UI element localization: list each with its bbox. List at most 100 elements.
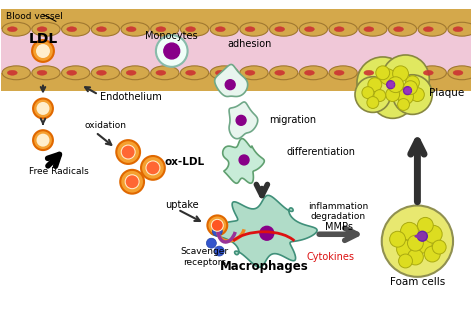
Ellipse shape — [359, 22, 387, 36]
Text: differentiation: differentiation — [287, 147, 356, 157]
Ellipse shape — [121, 66, 149, 80]
Text: Blood vessel: Blood vessel — [6, 12, 63, 21]
Circle shape — [32, 40, 54, 62]
Circle shape — [141, 156, 165, 180]
Circle shape — [33, 99, 53, 118]
Ellipse shape — [388, 22, 417, 36]
Circle shape — [401, 222, 419, 240]
Circle shape — [376, 66, 390, 80]
Text: migration: migration — [269, 115, 316, 125]
Text: Foam cells: Foam cells — [390, 277, 445, 287]
Circle shape — [398, 99, 410, 110]
Ellipse shape — [364, 70, 374, 75]
Circle shape — [122, 146, 135, 159]
Ellipse shape — [210, 22, 238, 36]
Circle shape — [146, 161, 159, 174]
Ellipse shape — [423, 27, 433, 32]
Ellipse shape — [215, 27, 225, 32]
Text: Macrophages: Macrophages — [219, 260, 308, 273]
Circle shape — [406, 76, 419, 90]
Ellipse shape — [2, 66, 30, 80]
Circle shape — [368, 78, 382, 92]
Ellipse shape — [181, 66, 209, 80]
Circle shape — [410, 88, 424, 101]
Circle shape — [392, 75, 432, 114]
Text: LDL: LDL — [29, 32, 58, 46]
Circle shape — [374, 90, 386, 101]
Ellipse shape — [62, 66, 90, 80]
Ellipse shape — [364, 27, 374, 32]
Ellipse shape — [448, 66, 474, 80]
Circle shape — [403, 87, 411, 95]
Circle shape — [367, 96, 379, 109]
Ellipse shape — [388, 66, 417, 80]
Bar — [1, 29, 471, 73]
Ellipse shape — [423, 70, 433, 75]
Ellipse shape — [334, 27, 344, 32]
Circle shape — [126, 175, 138, 188]
Circle shape — [403, 81, 418, 95]
Circle shape — [33, 130, 53, 150]
Polygon shape — [211, 195, 317, 267]
Ellipse shape — [270, 22, 298, 36]
Ellipse shape — [275, 70, 285, 75]
Ellipse shape — [453, 70, 463, 75]
Ellipse shape — [245, 27, 255, 32]
Ellipse shape — [37, 27, 47, 32]
Ellipse shape — [91, 22, 119, 36]
Ellipse shape — [156, 70, 166, 75]
Ellipse shape — [275, 27, 285, 32]
Circle shape — [408, 249, 423, 265]
Ellipse shape — [91, 66, 119, 80]
Circle shape — [260, 226, 274, 240]
Text: Plaque: Plaque — [429, 88, 465, 98]
Circle shape — [387, 81, 395, 89]
Text: inflammation
degradation: inflammation degradation — [308, 202, 368, 221]
Circle shape — [156, 35, 188, 67]
Circle shape — [208, 216, 227, 235]
Circle shape — [382, 55, 429, 103]
Ellipse shape — [37, 70, 47, 75]
Polygon shape — [223, 139, 264, 183]
Ellipse shape — [7, 27, 17, 32]
Ellipse shape — [270, 66, 298, 80]
Polygon shape — [215, 64, 247, 96]
Circle shape — [424, 246, 440, 262]
Ellipse shape — [97, 70, 106, 75]
Ellipse shape — [97, 27, 106, 32]
Circle shape — [399, 254, 412, 268]
Ellipse shape — [62, 22, 90, 36]
Text: MMPs: MMPs — [325, 222, 353, 232]
Circle shape — [146, 161, 159, 174]
Circle shape — [120, 170, 144, 194]
Circle shape — [116, 140, 140, 164]
Ellipse shape — [186, 27, 196, 32]
Ellipse shape — [359, 66, 387, 80]
Ellipse shape — [156, 27, 166, 32]
Circle shape — [37, 45, 49, 57]
Ellipse shape — [329, 66, 357, 80]
Circle shape — [408, 235, 423, 251]
Circle shape — [37, 103, 48, 114]
Circle shape — [225, 80, 235, 90]
Ellipse shape — [393, 27, 403, 32]
Ellipse shape — [32, 22, 60, 36]
Circle shape — [382, 206, 453, 277]
Text: Cytokines: Cytokines — [307, 252, 355, 262]
Text: uptake: uptake — [165, 200, 199, 210]
Text: adhesion: adhesion — [227, 39, 272, 49]
Circle shape — [212, 220, 223, 231]
Circle shape — [355, 77, 391, 112]
Ellipse shape — [453, 27, 463, 32]
Text: oxidation: oxidation — [84, 121, 127, 130]
Ellipse shape — [304, 70, 314, 75]
Ellipse shape — [7, 70, 17, 75]
Ellipse shape — [67, 70, 77, 75]
Circle shape — [418, 217, 433, 233]
Ellipse shape — [418, 22, 447, 36]
Circle shape — [122, 146, 135, 159]
Ellipse shape — [245, 70, 255, 75]
Circle shape — [362, 87, 374, 99]
Circle shape — [239, 155, 249, 165]
Circle shape — [392, 66, 409, 82]
